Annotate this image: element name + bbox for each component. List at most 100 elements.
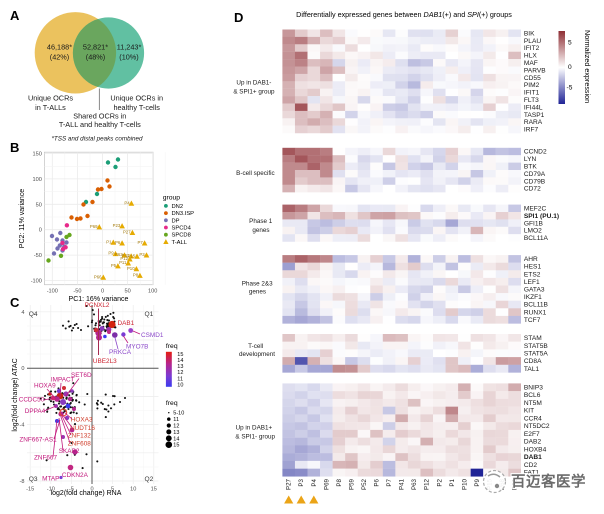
svg-text:SPI1 (PU.1): SPI1 (PU.1) xyxy=(524,213,559,220)
svg-text:50: 50 xyxy=(124,289,130,295)
svg-text:P8: P8 xyxy=(133,272,139,277)
svg-text:P5: P5 xyxy=(111,263,117,268)
svg-text:in T-ALLs: in T-ALLs xyxy=(35,103,66,112)
svg-text:T-cell: T-cell xyxy=(248,343,263,350)
svg-text:46,188*: 46,188* xyxy=(47,43,72,52)
svg-text:50: 50 xyxy=(36,202,42,208)
svg-text:15: 15 xyxy=(151,487,157,493)
svg-text:15: 15 xyxy=(173,443,179,449)
svg-text:TASP1: TASP1 xyxy=(524,112,545,119)
svg-text:Phase 1: Phase 1 xyxy=(249,218,273,225)
svg-text:log2(fold change) RNA: log2(fold change) RNA xyxy=(51,490,122,497)
svg-text:DAB1: DAB1 xyxy=(524,454,542,461)
svg-text:150: 150 xyxy=(33,152,42,158)
svg-text:P10: P10 xyxy=(461,478,468,490)
svg-text:genes: genes xyxy=(249,289,266,296)
svg-text:B-cell specific: B-cell specific xyxy=(236,170,275,177)
svg-text:CCND2: CCND2 xyxy=(524,149,547,156)
svg-text:MEF2C: MEF2C xyxy=(524,206,547,213)
svg-text:CD79B: CD79B xyxy=(524,178,546,185)
svg-text:P41: P41 xyxy=(122,253,130,258)
svg-text:百迈客医学: 百迈客医学 xyxy=(511,473,586,491)
svg-text:STAT5A: STAT5A xyxy=(524,350,549,357)
svg-text:P15: P15 xyxy=(128,253,136,258)
svg-text:P63: P63 xyxy=(411,478,418,490)
svg-text:FAT1: FAT1 xyxy=(524,470,540,477)
svg-text:CD79A: CD79A xyxy=(524,171,546,178)
svg-text:(48%): (48%) xyxy=(86,53,105,62)
svg-text:HOXA9: HOXA9 xyxy=(34,383,56,390)
svg-text:CSMD1: CSMD1 xyxy=(141,332,164,339)
svg-text:RUNX1: RUNX1 xyxy=(524,309,547,316)
svg-text:15: 15 xyxy=(177,352,183,358)
svg-text:HOXA3: HOXA3 xyxy=(71,417,93,424)
svg-text:P4: P4 xyxy=(311,478,318,486)
svg-text:MYO7B: MYO7B xyxy=(126,344,148,351)
svg-text:CCDC50: CCDC50 xyxy=(19,397,45,404)
svg-text:-10: -10 xyxy=(47,487,55,493)
svg-text:P4: P4 xyxy=(124,200,130,205)
svg-text:P27: P27 xyxy=(286,478,293,490)
svg-text:P9: P9 xyxy=(474,478,481,486)
svg-text:P63: P63 xyxy=(115,252,123,257)
svg-text:14: 14 xyxy=(173,436,179,442)
svg-text:P2: P2 xyxy=(436,478,443,486)
svg-text:NT5M: NT5M xyxy=(524,400,542,407)
svg-text:-5: -5 xyxy=(567,85,573,92)
svg-text:5: 5 xyxy=(111,487,114,493)
svg-text:E2F7: E2F7 xyxy=(524,431,540,438)
svg-text:(42%): (42%) xyxy=(50,53,69,62)
svg-text:DAB1: DAB1 xyxy=(118,320,135,327)
svg-text:Phase 2&3: Phase 2&3 xyxy=(242,280,273,287)
svg-text:14: 14 xyxy=(177,358,183,364)
svg-text:IKZF1: IKZF1 xyxy=(524,294,542,301)
svg-text:-8: -8 xyxy=(20,479,25,485)
svg-text:HES1: HES1 xyxy=(524,264,542,271)
svg-text:PIM2: PIM2 xyxy=(524,82,540,89)
svg-text:& SPI1+ group: & SPI1+ group xyxy=(233,89,275,96)
svg-text:IMPACT: IMPACT xyxy=(51,377,75,384)
svg-text:12: 12 xyxy=(173,424,179,430)
svg-text:DAB2: DAB2 xyxy=(524,439,542,446)
svg-text:12: 12 xyxy=(177,370,183,376)
svg-text:SKAP2: SKAP2 xyxy=(59,448,80,455)
svg-text:BNIP3: BNIP3 xyxy=(524,385,543,392)
svg-text:PLAU: PLAU xyxy=(524,38,541,45)
svg-text:IRF7: IRF7 xyxy=(524,127,539,134)
svg-text:100: 100 xyxy=(33,177,42,183)
svg-text:Differentially expressed genes: Differentially expressed genes between D… xyxy=(296,10,512,19)
svg-text:0: 0 xyxy=(39,228,42,234)
svg-text:P11: P11 xyxy=(119,260,127,265)
svg-text:-15: -15 xyxy=(26,487,34,493)
svg-text:freq: freq xyxy=(166,343,178,350)
svg-text:P59: P59 xyxy=(348,478,355,490)
svg-text:T-ALL: T-ALL xyxy=(172,240,188,246)
svg-text:FLT3: FLT3 xyxy=(524,97,539,104)
svg-text:CCR4: CCR4 xyxy=(524,416,542,423)
svg-text:CD2: CD2 xyxy=(524,462,538,469)
svg-text:ZNF667: ZNF667 xyxy=(34,454,58,461)
svg-text:LMO2: LMO2 xyxy=(524,228,542,235)
svg-text:BTK: BTK xyxy=(524,164,537,171)
svg-text:BCL11B: BCL11B xyxy=(524,302,549,309)
svg-text:T-ALL and healthy T-cells: T-ALL and healthy T-cells xyxy=(59,120,141,129)
svg-text:GFI1B: GFI1B xyxy=(524,220,544,227)
svg-text:development: development xyxy=(239,351,275,358)
svg-text:DN2: DN2 xyxy=(172,204,184,210)
svg-text:CD8A: CD8A xyxy=(524,358,542,365)
svg-text:5-10: 5-10 xyxy=(173,411,184,417)
svg-text:genes: genes xyxy=(252,227,269,234)
svg-text:0: 0 xyxy=(101,289,104,295)
svg-text:11: 11 xyxy=(177,376,183,382)
svg-text:SET6D: SET6D xyxy=(71,372,92,379)
svg-text:C: C xyxy=(10,295,20,310)
svg-text:P12: P12 xyxy=(424,478,431,490)
svg-text:B: B xyxy=(10,140,19,155)
svg-text:P27: P27 xyxy=(123,230,131,235)
svg-text:Q1: Q1 xyxy=(145,311,154,318)
svg-text:P8: P8 xyxy=(336,478,343,486)
svg-text:10: 10 xyxy=(130,487,136,493)
svg-text:AHR: AHR xyxy=(524,256,538,263)
svg-text:SPCD4: SPCD4 xyxy=(172,226,192,232)
svg-text:P23: P23 xyxy=(113,223,121,228)
